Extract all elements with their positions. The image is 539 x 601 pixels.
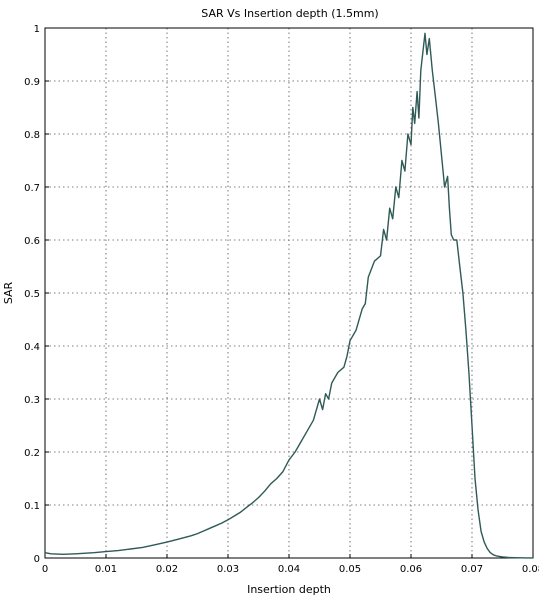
x-tick-label: 0.05 <box>339 564 361 575</box>
x-tick-label: 0.01 <box>95 564 117 575</box>
y-tick-label: 1 <box>34 24 40 35</box>
x-tick-label: 0.08 <box>522 564 539 575</box>
y-tick-label: 0.3 <box>24 395 40 406</box>
y-tick-label: 0.1 <box>24 501 40 512</box>
grid-lines <box>45 28 533 558</box>
series-line <box>44 32 533 559</box>
x-tick-label: 0.03 <box>217 564 239 575</box>
x-tick-label: 0.06 <box>400 564 422 575</box>
y-tick-label: 0.6 <box>24 236 40 247</box>
y-axis-label: SAR <box>2 281 15 304</box>
y-tick-label: 0.9 <box>24 77 40 88</box>
chart-title: SAR Vs Insertion depth (1.5mm) <box>201 7 378 20</box>
x-tick-label: 0.02 <box>156 564 178 575</box>
series-group <box>44 32 533 559</box>
y-tick-label: 0.7 <box>24 183 40 194</box>
x-axis-label: Insertion depth <box>247 583 331 596</box>
y-tick-label: 0 <box>34 554 40 565</box>
y-tick-label: 0.2 <box>24 448 40 459</box>
axis-ticks: 0 0.01 0.02 0.03 0.04 0.05 0.06 0.07 0.08 0 0.1 0.2… <box>24 24 539 575</box>
y-tick-label: 0.5 <box>24 289 40 300</box>
x-tick-label: 0.04 <box>278 564 300 575</box>
y-tick-label: 0.8 <box>24 130 40 141</box>
y-tick-label: 0.4 <box>24 342 40 353</box>
x-tick-label: 0.07 <box>461 564 483 575</box>
x-tick-label: 0 <box>42 564 48 575</box>
